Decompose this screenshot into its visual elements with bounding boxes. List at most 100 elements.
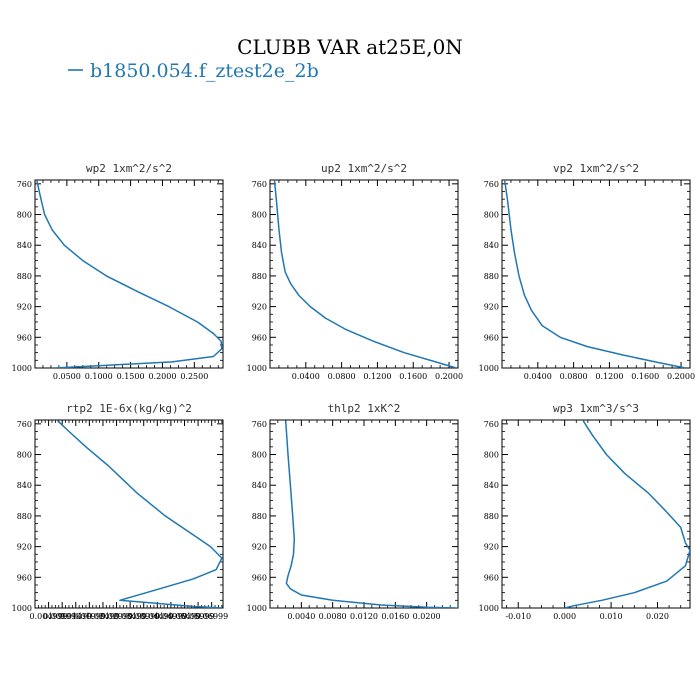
plot-frame bbox=[269, 419, 459, 609]
y-tick-label: 920 bbox=[252, 543, 267, 552]
y-tick-label: 1000 bbox=[479, 604, 499, 613]
x-tick-label: 0.1200 bbox=[363, 372, 391, 381]
y-tick-label: 800 bbox=[252, 211, 267, 220]
y-tick-label: 840 bbox=[17, 481, 32, 490]
x-tick-label: 0.1600 bbox=[399, 372, 427, 381]
x-tick-label: 0.0080 bbox=[319, 612, 347, 621]
y-tick-label: 800 bbox=[484, 451, 499, 460]
panel-title: wp2 1xm^2/s^2 bbox=[86, 162, 172, 175]
panel-2: up2 1xm^2/s^2 760 800 840 880 920 960 1000 0.040… bbox=[247, 162, 463, 381]
series-line bbox=[273, 180, 457, 368]
x-tick-label: 0.0200 bbox=[413, 612, 441, 621]
x-tick-label: 0.0120 bbox=[350, 612, 378, 621]
plot-frame bbox=[34, 419, 224, 609]
x-tick-label: 0.06999 bbox=[195, 612, 228, 621]
x-tick-label: 0.000 bbox=[553, 612, 576, 621]
x-tick-label: 0.2000 bbox=[667, 372, 695, 381]
panel-6: wp3 1xm^3/s^3 760 800 840 880 920 960 1000 -0.01… bbox=[479, 402, 691, 621]
y-tick-label: 920 bbox=[484, 303, 499, 312]
x-tick-label: 0.04999 bbox=[154, 612, 187, 621]
y-tick-label: 800 bbox=[252, 451, 267, 460]
y-tick-label: 920 bbox=[252, 303, 267, 312]
y-tick-label: 880 bbox=[252, 272, 267, 281]
x-tick-label: 0.1000 bbox=[85, 372, 113, 381]
x-tick-label: 0.2500 bbox=[180, 372, 208, 381]
y-tick-label: 760 bbox=[17, 420, 32, 429]
y-tick-label: 760 bbox=[484, 420, 499, 429]
y-tick-label: 1000 bbox=[247, 364, 267, 373]
x-tick-label: 0.04499 bbox=[141, 612, 174, 621]
y-tick-label: 920 bbox=[484, 543, 499, 552]
y-tick-label: 880 bbox=[17, 512, 32, 521]
x-tick-label: 0.020 bbox=[646, 612, 669, 621]
y-tick-label: 880 bbox=[252, 512, 267, 521]
x-tick-label: 0.2000 bbox=[148, 372, 176, 381]
panel-3: vp2 1xm^2/s^2 760 800 840 880 920 960 1000 0.040… bbox=[479, 162, 695, 381]
y-tick-label: 920 bbox=[17, 303, 32, 312]
x-tick-label: 0.0500 bbox=[53, 372, 81, 381]
y-tick-label: 960 bbox=[484, 573, 499, 582]
panel-title: rtp2 1E-6x(kg/kg)^2 bbox=[66, 402, 192, 415]
y-tick-label: 760 bbox=[17, 180, 32, 189]
x-tick-label: 0.004999 bbox=[30, 612, 68, 621]
y-tick-label: 840 bbox=[252, 481, 267, 490]
panels: wp2 1xm^2/s^2 760 800 840 880 920 960 1000 0.050… bbox=[12, 162, 695, 621]
x-tick-label: 0.0400 bbox=[292, 372, 320, 381]
y-tick-label: 800 bbox=[17, 451, 32, 460]
x-tick-label: 0.2000 bbox=[435, 372, 463, 381]
plot-frame bbox=[269, 179, 459, 369]
x-tick-label: 0.0800 bbox=[328, 372, 356, 381]
x-tick-label: 0.0040 bbox=[287, 612, 315, 621]
x-tick-label: 0.0160 bbox=[381, 612, 409, 621]
y-tick-label: 1000 bbox=[12, 364, 32, 373]
x-tick-label: 0.010 bbox=[600, 612, 623, 621]
series-line bbox=[57, 420, 223, 608]
y-tick-label: 960 bbox=[17, 333, 32, 342]
y-tick-label: 760 bbox=[252, 180, 267, 189]
plot-frame bbox=[501, 179, 691, 369]
y-tick-label: 800 bbox=[484, 211, 499, 220]
series-line bbox=[503, 180, 686, 368]
x-tick-label: -0.010 bbox=[505, 612, 531, 621]
x-tick-label: 0.0400 bbox=[524, 372, 552, 381]
x-tick-label: 0.009999 bbox=[43, 612, 81, 621]
y-tick-label: 880 bbox=[484, 512, 499, 521]
x-tick-label: 0.01999 bbox=[73, 612, 106, 621]
x-tick-label: 0.1600 bbox=[631, 372, 659, 381]
y-tick-label: 1000 bbox=[247, 604, 267, 613]
x-tick-label: 0.02499 bbox=[86, 612, 119, 621]
y-tick-label: 1000 bbox=[479, 364, 499, 373]
x-tick-label: 0.02999 bbox=[100, 612, 133, 621]
plot-frame bbox=[34, 179, 224, 369]
x-tick-label: 0.05999 bbox=[182, 612, 215, 621]
x-tick-label: 0.1200 bbox=[595, 372, 623, 381]
y-tick-label: 760 bbox=[484, 180, 499, 189]
y-tick-label: 920 bbox=[17, 543, 32, 552]
x-tick-label: 0.05499 bbox=[168, 612, 201, 621]
panel-title: thlp2 1xK^2 bbox=[328, 402, 401, 415]
series-line bbox=[36, 180, 223, 368]
x-tick-label: 0.03499 bbox=[114, 612, 147, 621]
panel-4: rtp2 1E-6x(kg/kg)^2 760 800 840 880 920 960 100… bbox=[12, 402, 229, 621]
y-tick-label: 840 bbox=[17, 241, 32, 250]
x-tick-label: 0.1500 bbox=[117, 372, 145, 381]
y-tick-label: 960 bbox=[252, 573, 267, 582]
figure-title: CLUBB VAR at25E,0N bbox=[237, 35, 463, 59]
y-tick-label: 840 bbox=[484, 481, 499, 490]
y-tick-label: 880 bbox=[484, 272, 499, 281]
panel-title: vp2 1xm^2/s^2 bbox=[553, 162, 639, 175]
y-tick-label: 840 bbox=[484, 241, 499, 250]
y-tick-label: 960 bbox=[17, 573, 32, 582]
series-line bbox=[284, 420, 458, 608]
y-tick-label: 840 bbox=[252, 241, 267, 250]
series-line bbox=[564, 420, 690, 608]
panel-5: thlp2 1xK^2 760 800 840 880 920 960 1000 0.0040 0… bbox=[247, 402, 459, 621]
legend: b1850.054.f_ztest2e_2b bbox=[68, 60, 319, 82]
legend-label: b1850.054.f_ztest2e_2b bbox=[90, 60, 319, 82]
y-tick-label: 800 bbox=[17, 211, 32, 220]
plot-frame bbox=[501, 419, 691, 609]
x-tick-label: 0.03999 bbox=[127, 612, 160, 621]
y-tick-label: 880 bbox=[17, 272, 32, 281]
panel-title: wp3 1xm^3/s^3 bbox=[553, 402, 639, 415]
